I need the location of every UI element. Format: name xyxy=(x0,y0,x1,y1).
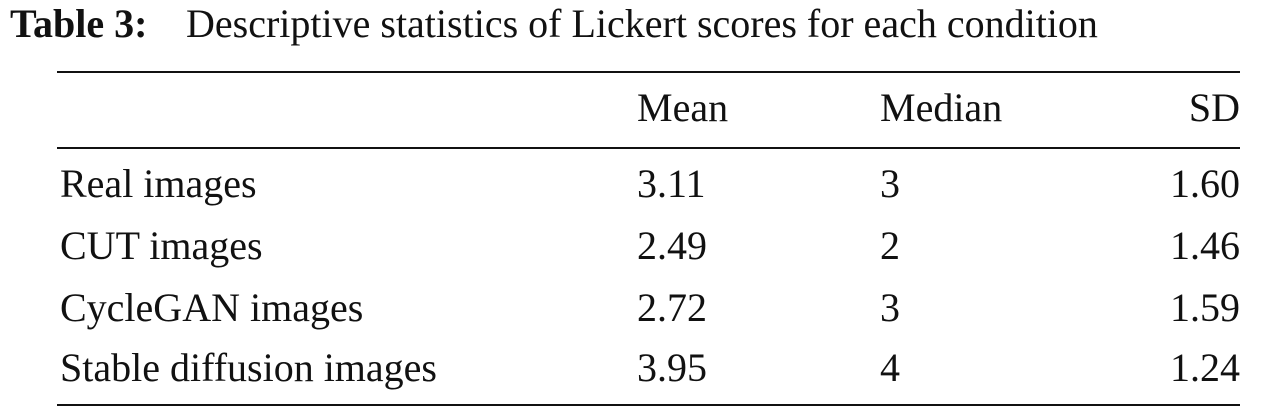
table-cell: 1.59 xyxy=(1170,285,1240,330)
table-cell: 2.72 xyxy=(637,285,707,330)
table-cell: 3.95 xyxy=(637,345,707,390)
table-cell: 1.46 xyxy=(1170,223,1240,268)
row-label: Real images xyxy=(60,161,257,206)
column-header: Mean xyxy=(637,85,728,130)
table-cell: 2 xyxy=(880,223,900,268)
row-label: CUT images xyxy=(60,223,263,268)
table-cell: 1.60 xyxy=(1170,161,1240,206)
caption-text: Descriptive statistics of Lickert scores… xyxy=(186,1,1098,46)
column-header: SD xyxy=(1189,85,1240,130)
caption-label: Table 3: xyxy=(10,1,147,46)
table-cell: 3 xyxy=(880,161,900,206)
column-header: Median xyxy=(880,85,1002,130)
table-cell: 2.49 xyxy=(637,223,707,268)
table-cell: 1.24 xyxy=(1170,345,1240,390)
table-cell: 4 xyxy=(880,345,900,390)
row-label: CycleGAN images xyxy=(60,285,363,330)
table-cell: 3 xyxy=(880,285,900,330)
table-cell: 3.11 xyxy=(637,161,706,206)
row-label: Stable diffusion images xyxy=(60,345,437,390)
